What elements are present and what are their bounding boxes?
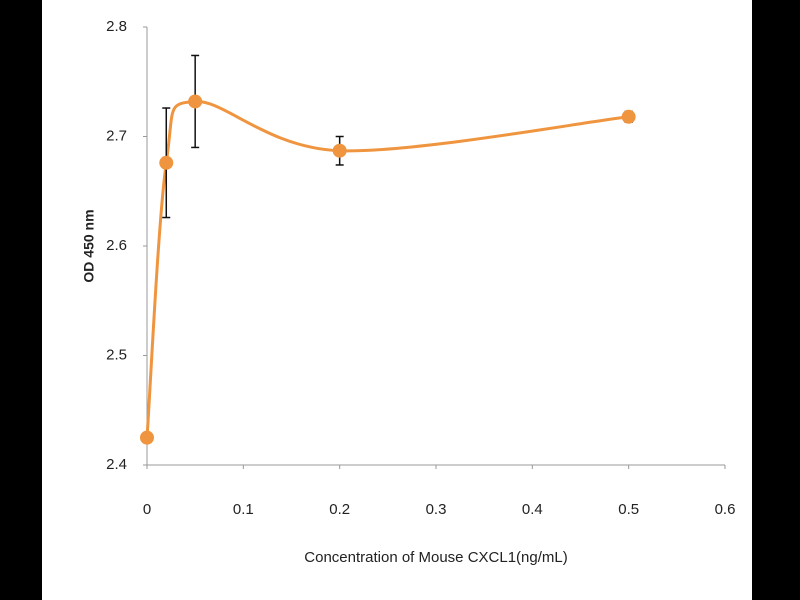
x-axis-title: Concentration of Mouse CXCL1(ng/mL) bbox=[304, 549, 567, 566]
y-tick-label: 2.7 bbox=[106, 127, 127, 144]
series-line bbox=[145, 99, 629, 438]
data-point bbox=[188, 94, 203, 109]
x-tick-label: 0.6 bbox=[715, 501, 736, 518]
y-tick-label: 2.4 bbox=[106, 456, 127, 473]
x-tick-label: 0.2 bbox=[329, 501, 350, 518]
x-tick-label: 0.1 bbox=[233, 501, 254, 518]
data-point bbox=[621, 109, 636, 124]
x-tick-label: 0.3 bbox=[426, 501, 447, 518]
y-tick-label: 2.5 bbox=[106, 346, 127, 363]
data-point bbox=[140, 430, 154, 445]
y-tick-label: 2.8 bbox=[106, 18, 127, 35]
left-border bbox=[0, 0, 42, 600]
y-axis-title: OD 450 nm bbox=[81, 209, 97, 282]
x-tick-label: 0.5 bbox=[618, 501, 639, 518]
data-point bbox=[159, 155, 174, 170]
x-tick-label: 0 bbox=[143, 501, 151, 518]
data-point bbox=[332, 143, 347, 158]
y-tick-label: 2.6 bbox=[106, 237, 127, 254]
right-border bbox=[752, 0, 800, 600]
x-tick-label: 0.4 bbox=[522, 501, 543, 518]
